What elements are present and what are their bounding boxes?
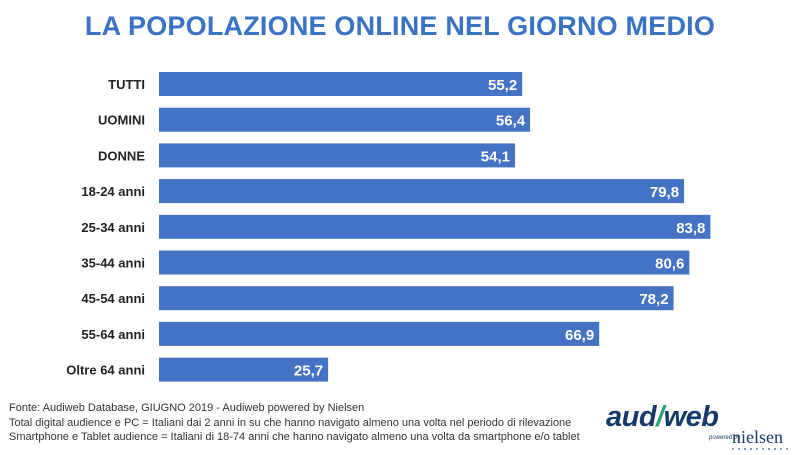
bar-25-34-anni xyxy=(159,214,711,239)
footnote-digital-audience: Total digital audience e PC = Italiani d… xyxy=(9,417,572,429)
data-label: 80,6 xyxy=(655,256,684,273)
bar-oltre-64-anni xyxy=(159,357,329,382)
data-label: 66,9 xyxy=(565,327,594,344)
bar-35-44-anni xyxy=(159,250,690,275)
data-label: 78,2 xyxy=(639,291,668,308)
category-label: 55-64 anni xyxy=(81,327,145,342)
category-label: Oltre 64 anni xyxy=(66,363,145,378)
category-label: TUTTI xyxy=(108,77,145,92)
audiweb-logo-wordmark: aud/web xyxy=(606,401,719,433)
bar-uomini xyxy=(159,107,531,132)
category-label: 18-24 anni xyxy=(81,184,145,199)
bar-tutti xyxy=(159,72,523,96)
data-label: 56,4 xyxy=(496,113,526,130)
audiweb-logo: aud/web powered by nielsen xyxy=(606,401,796,453)
bar-45-54-anni xyxy=(159,286,674,311)
data-label: 79,8 xyxy=(650,184,679,201)
chart-title: LA POPOLAZIONE ONLINE NEL GIORNO MEDIO xyxy=(84,11,716,41)
bar-donne xyxy=(159,143,515,168)
bar-55-64-anni xyxy=(159,321,600,346)
nielsen-logo: nielsen xyxy=(732,427,783,447)
nielsen-logo-dots xyxy=(732,448,790,450)
data-label: 55,2 xyxy=(488,77,517,94)
bar-chart: TUTTI 55,2 UOMINI 56,4 DONNE 54,1 18-24 anni 79… xyxy=(66,72,711,382)
data-label: 25,7 xyxy=(294,363,323,380)
footnote-source: Fonte: Audiweb Database, GIUGNO 2019 - A… xyxy=(9,402,365,414)
powered-by-label: powered by xyxy=(709,435,741,441)
data-label: 54,1 xyxy=(481,148,510,165)
category-label: 45-54 anni xyxy=(81,291,145,306)
bar-18-24-anni xyxy=(159,179,685,204)
category-label: DONNE xyxy=(98,148,145,163)
category-label: 35-44 anni xyxy=(81,256,145,271)
footnote-mobile-audience: Smartphone e Tablet audience = Italiani … xyxy=(9,431,580,443)
category-label: UOMINI xyxy=(98,113,145,128)
category-label: 25-34 anni xyxy=(81,220,145,235)
data-label: 83,8 xyxy=(676,220,705,237)
